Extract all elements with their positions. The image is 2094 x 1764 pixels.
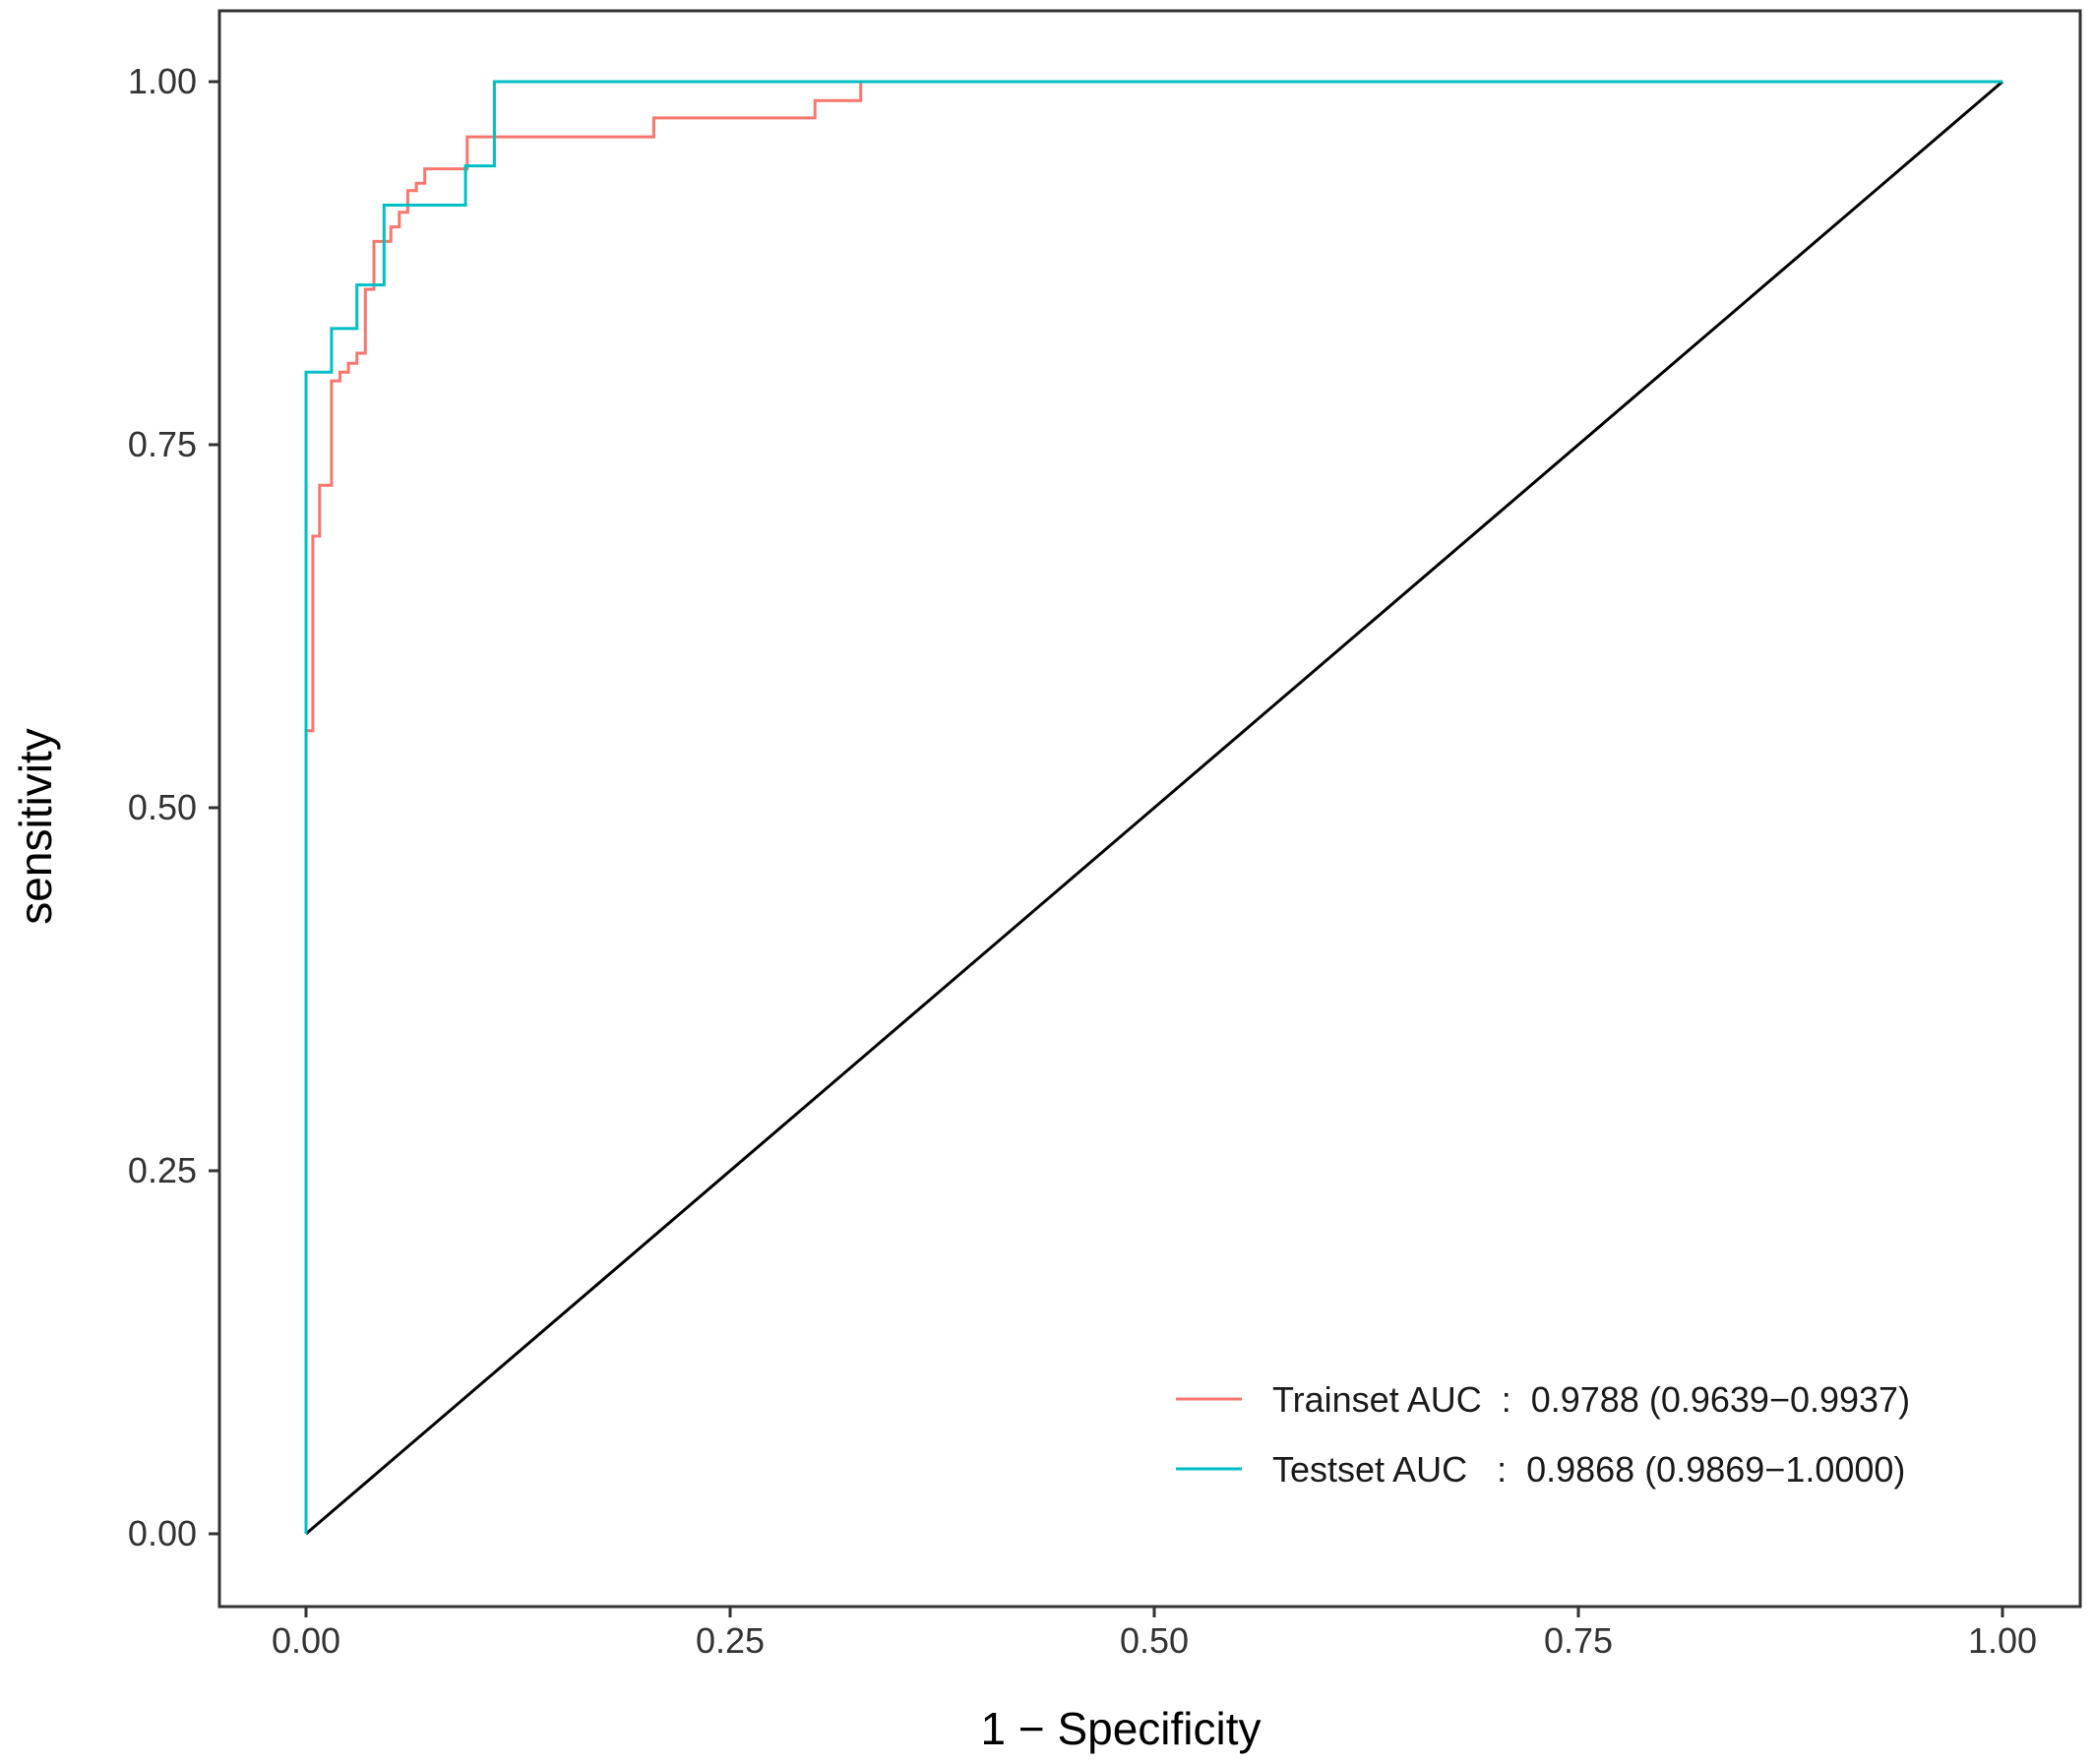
legend-label-trainset: Trainset AUC : 0.9788 (0.9639−0.9937) (1272, 1379, 1910, 1420)
legend: Trainset AUC : 0.9788 (0.9639−0.9937) Te… (1176, 1379, 1910, 1490)
legend-label-testset: Testset AUC : 0.9868 (0.9869−1.0000) (1272, 1449, 1905, 1490)
x-axis: 0.00 0.25 0.50 0.75 1.00 (272, 1607, 2037, 1661)
x-tick-label: 1.00 (1968, 1620, 2037, 1661)
x-tick-label: 0.25 (696, 1620, 765, 1661)
x-axis-title: 1 − Specificity (980, 1703, 1261, 1754)
testset-roc-curve (304, 80, 2002, 1534)
y-tick-label: 1.00 (128, 61, 197, 101)
trainset-roc-curve (304, 80, 2002, 1534)
y-axis: 0.00 0.25 0.50 0.75 1.00 (128, 61, 219, 1553)
y-tick-label: 0.00 (128, 1513, 197, 1553)
y-tick-label: 0.50 (128, 787, 197, 827)
series-layer (304, 80, 2003, 1536)
y-tick-label: 0.25 (128, 1150, 197, 1190)
x-tick-label: 0.75 (1544, 1620, 1613, 1661)
x-tick-label: 0.50 (1120, 1620, 1189, 1661)
x-tick-label: 0.00 (272, 1620, 340, 1661)
y-axis-title: sensitivity (10, 728, 61, 924)
y-tick-label: 0.75 (128, 424, 197, 464)
reference-diagonal-line (305, 80, 2003, 1536)
